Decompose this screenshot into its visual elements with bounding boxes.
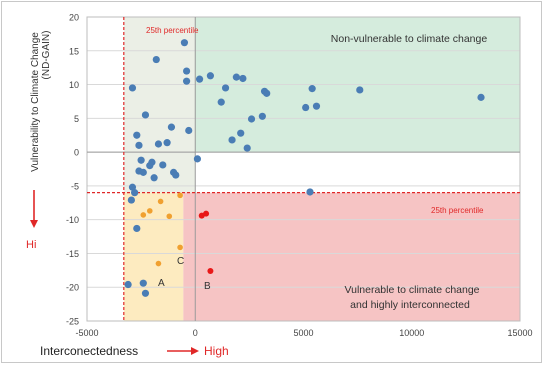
- y-hi-label: Hi: [26, 239, 36, 251]
- blue-data-point: [182, 67, 191, 75]
- blue-data-point: [247, 115, 256, 123]
- x-tick-label: 15000: [507, 328, 532, 338]
- blue-data-point: [148, 158, 156, 166]
- blue-data-point: [154, 140, 163, 148]
- tick-labels: 20 15 10 5 0 -5 -10 -15 -20 -25-5000 0 5000 10000 150…: [66, 13, 533, 339]
- blue-data-point: [239, 74, 247, 83]
- blue-data-point: [185, 126, 193, 135]
- blue-data-point: [308, 85, 316, 93]
- blue-data-point: [217, 98, 225, 106]
- x-tick-label: -5000: [75, 328, 98, 338]
- y-tick-label: -20: [66, 283, 79, 293]
- x-tick-label: 5000: [293, 328, 313, 338]
- top-percentile-label: 25th percentile: [146, 26, 199, 35]
- blue-data-point: [128, 84, 137, 92]
- y-axis-title-line1: Vulnerability to Climate Change: [30, 32, 41, 172]
- blue-data-point: [139, 168, 147, 176]
- blue-data-point: [163, 139, 171, 147]
- y-tick-label: -25: [66, 317, 79, 327]
- percentile-guides: [87, 17, 520, 321]
- y-direction-arrow: [30, 190, 38, 228]
- blue-data-point: [131, 189, 139, 197]
- x-high-label: High: [204, 344, 229, 358]
- y-tick-label: 15: [69, 46, 79, 56]
- red-region: [183, 192, 520, 321]
- red-data-point: [203, 210, 210, 217]
- orange-data-point: [177, 192, 183, 199]
- chart-regions: [123, 17, 520, 321]
- x-direction-arrow: [167, 347, 199, 355]
- y-tick-label: -15: [66, 249, 79, 259]
- blue-data-point: [232, 73, 240, 81]
- blue-data-point: [302, 103, 310, 112]
- x-axis-title: Interconectedness: [40, 344, 138, 358]
- y-tick-label: 10: [69, 80, 79, 90]
- blue-data-point: [477, 93, 485, 101]
- blue-data-point: [237, 129, 245, 137]
- plot-area-border: [86, 16, 521, 322]
- blue-data-point: [124, 280, 132, 289]
- blue-data-point: [243, 144, 251, 152]
- orange-data-point: [177, 244, 183, 251]
- blue-data-point: [182, 77, 191, 85]
- blue-data-point: [195, 75, 204, 83]
- orange-region: [123, 192, 184, 321]
- chart-gridlines: [86, 16, 521, 322]
- orange-data-point: [155, 260, 162, 267]
- blue-data-point: [258, 112, 266, 120]
- blue-data-point: [172, 171, 180, 179]
- blue-data-point: [152, 55, 160, 64]
- y-tick-label: 0: [74, 148, 79, 158]
- blue-data-point: [263, 89, 271, 97]
- blue-data-point: [150, 174, 158, 182]
- point-c-label: C: [177, 256, 184, 267]
- red-region-label-line1: Vulnerable to climate change: [344, 284, 479, 296]
- orange-data-point: [166, 213, 173, 220]
- blue-data-point: [133, 224, 141, 233]
- blue-data-point: [221, 84, 230, 92]
- blue-data-point: [167, 123, 176, 131]
- blue-data-point: [312, 102, 321, 110]
- blue-data-point: [193, 155, 202, 163]
- x-tick-label: 10000: [399, 328, 424, 338]
- right-percentile-label: 25th percentile: [431, 206, 484, 215]
- blue-data-point: [228, 136, 236, 144]
- data-points: [124, 39, 485, 297]
- blue-data-point: [159, 161, 167, 169]
- x-tick-label: 0: [193, 328, 198, 338]
- green-region-label: Non-vulnerable to climate change: [331, 33, 488, 45]
- blue-data-point: [127, 196, 135, 204]
- orange-data-point: [157, 198, 164, 205]
- y-tick-label: 20: [69, 13, 79, 23]
- y-tick-label: -10: [66, 215, 79, 225]
- blue-data-point: [137, 156, 145, 164]
- blue-data-point: [135, 141, 143, 149]
- y-tick-label: -5: [71, 181, 79, 191]
- y-tick-label: 5: [74, 114, 79, 124]
- blue-data-point: [139, 279, 147, 287]
- y-axis-title-line2: (ND-GAIN): [41, 31, 52, 80]
- blue-data-point: [133, 131, 141, 139]
- red-region-label-line2: and highly interconnected: [350, 299, 470, 311]
- blue-data-point: [206, 72, 215, 80]
- blue-data-point: [180, 39, 189, 47]
- point-a-label: A: [158, 278, 165, 289]
- point-b-label: B: [204, 281, 211, 292]
- orange-data-point: [146, 208, 153, 214]
- blue-data-point: [356, 86, 364, 94]
- blue-data-point: [128, 183, 137, 191]
- blue-data-point: [141, 289, 150, 297]
- blue-data-point: [141, 111, 150, 119]
- orange-data-point: [140, 212, 147, 218]
- red-data-point: [207, 268, 214, 275]
- blue-data-point: [306, 188, 314, 196]
